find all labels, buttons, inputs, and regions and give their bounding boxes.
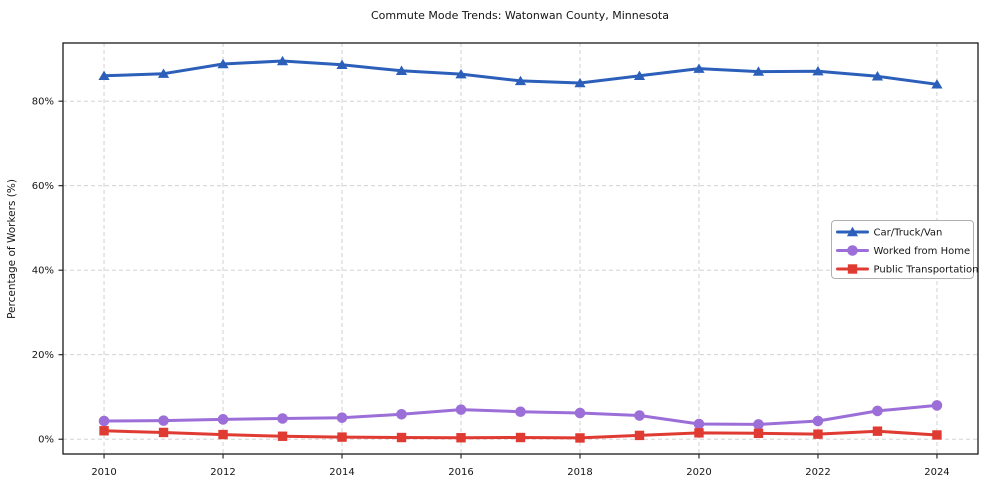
data-point-marker <box>693 418 705 430</box>
x-tick-label: 2018 <box>567 467 592 478</box>
data-point-marker <box>753 428 764 438</box>
data-point-marker <box>276 55 289 66</box>
legend-item-car-truck-van: Car/Truck/Van <box>836 226 943 239</box>
y-tick-label: 60% <box>32 181 54 192</box>
data-point-marker <box>157 68 170 78</box>
data-point-marker <box>693 63 705 73</box>
data-point-marker <box>634 430 645 441</box>
data-point-marker <box>633 70 646 81</box>
legend-item-label: Worked from Home <box>874 246 971 257</box>
data-point-marker <box>217 414 229 425</box>
data-point-marker <box>575 433 585 443</box>
data-point-marker <box>931 79 943 89</box>
x-tick-label: 2016 <box>448 467 473 478</box>
data-point-marker <box>871 71 884 81</box>
data-point-marker <box>337 432 347 442</box>
data-point-marker <box>99 426 109 436</box>
data-point-marker <box>812 65 824 76</box>
data-point-marker <box>574 77 586 88</box>
data-point-marker <box>158 427 169 438</box>
data-point-marker <box>752 66 765 76</box>
legend-box <box>831 220 974 279</box>
x-tick-label: 2014 <box>329 467 354 478</box>
data-point-marker <box>847 245 858 256</box>
data-point-marker <box>456 433 466 443</box>
data-point-marker <box>932 430 942 440</box>
data-point-marker <box>336 59 348 70</box>
data-point-marker <box>514 75 527 86</box>
data-point-marker <box>634 410 645 421</box>
data-point-marker <box>515 406 526 418</box>
data-point-marker <box>847 264 858 274</box>
data-point-marker <box>574 407 586 419</box>
data-point-marker <box>515 432 526 443</box>
x-tick-label: 2020 <box>686 467 711 478</box>
y-axis-label: Percentage of Workers (%) <box>6 179 18 319</box>
legend-item-worked-from-home: Worked from Home <box>836 245 971 257</box>
data-point-marker <box>872 405 883 417</box>
data-point-marker <box>396 432 407 443</box>
legend-item-public-transportation: Public Transportation <box>836 264 979 276</box>
x-tick-label: 2022 <box>805 467 830 478</box>
data-point-marker <box>336 412 348 423</box>
data-point-marker <box>218 429 228 440</box>
y-tick-label: 20% <box>32 350 54 361</box>
y-tick-label: 40% <box>32 266 54 277</box>
data-point-marker <box>455 404 467 415</box>
data-point-marker <box>812 415 824 427</box>
y-tick-label: 80% <box>32 97 54 108</box>
data-point-marker <box>846 226 859 237</box>
tick-layer: 2010 2012 2014 2016 2018 2020 2022 2024 0% 20% 40%… <box>32 97 950 478</box>
data-point-marker <box>395 65 408 75</box>
data-point-marker <box>872 426 883 436</box>
data-point-marker <box>98 70 110 81</box>
plot-frame <box>62 42 979 455</box>
legend-item-label: Public Transportation <box>874 265 979 276</box>
series-layer <box>98 55 943 443</box>
data-point-marker <box>158 415 169 426</box>
series-public-transportation <box>99 426 942 443</box>
data-point-marker <box>217 58 229 69</box>
data-point-marker <box>753 419 764 430</box>
data-point-marker <box>694 428 704 438</box>
data-point-marker <box>396 408 407 420</box>
chart-title: Commute Mode Trends: Watonwan County, Mi… <box>371 9 669 22</box>
data-point-marker <box>931 400 943 411</box>
data-point-marker <box>813 429 823 439</box>
data-point-marker <box>98 415 110 427</box>
x-tick-label: 2024 <box>924 467 949 478</box>
data-point-marker <box>277 431 288 441</box>
legend: Car/Truck/Van Worked from Home Public Tran… <box>831 220 979 279</box>
x-tick-label: 2012 <box>210 467 235 478</box>
series-car-truck-van <box>98 55 943 89</box>
x-tick-label: 2010 <box>91 467 116 478</box>
y-tick-label: 0% <box>38 435 54 446</box>
data-point-marker <box>455 68 467 79</box>
data-point-marker <box>277 413 288 424</box>
series-worked-from-home <box>98 400 943 430</box>
legend-item-label: Car/Truck/Van <box>874 228 943 239</box>
